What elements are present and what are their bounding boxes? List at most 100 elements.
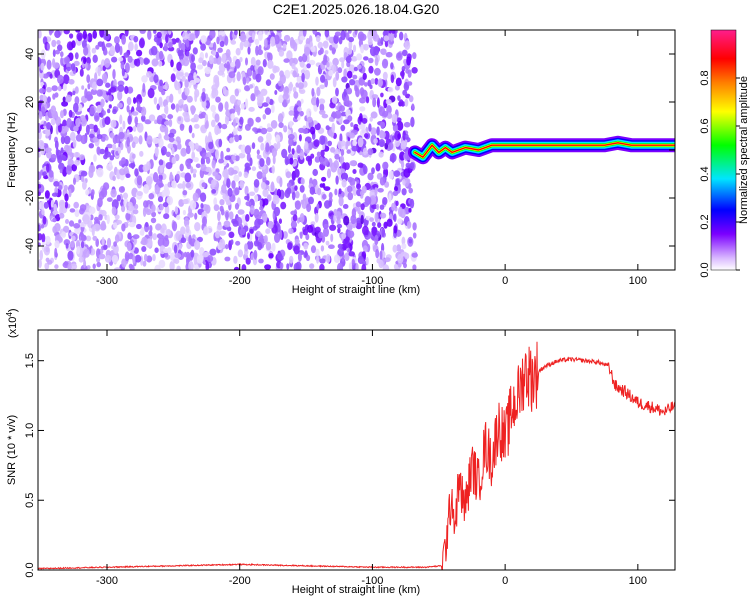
spectrogram-speckle <box>325 253 331 264</box>
spectrogram-speckle <box>292 214 298 222</box>
spectrogram-speckle <box>75 30 81 33</box>
spectrogram-speckle <box>63 135 71 145</box>
spectrogram-speckle <box>213 197 218 206</box>
spectrogram-speckle <box>215 96 221 103</box>
spectrogram-speckle <box>210 104 216 113</box>
spectrogram-speckle <box>255 116 261 123</box>
spectrogram-speckle <box>248 106 255 112</box>
spectrogram-speckle <box>254 85 259 96</box>
spectrogram-speckle <box>105 42 113 48</box>
spectrogram-speckle <box>349 79 356 86</box>
spectrogram-speckle <box>287 242 293 251</box>
spectrogram-speckle <box>173 244 178 254</box>
spectrogram-speckle <box>117 84 125 92</box>
spectrogram-speckle <box>310 245 317 254</box>
spectrogram-speckle <box>319 183 324 188</box>
spectrogram-speckle <box>376 258 382 264</box>
spectrogram-speckle <box>337 262 343 270</box>
spectrogram-speckle <box>182 198 189 205</box>
spectrogram-speckle <box>212 50 217 56</box>
spectrogram-speckle <box>182 75 186 82</box>
spectrogram-speckle <box>202 88 206 93</box>
spectrogram-speckle <box>147 88 155 99</box>
spectrogram-speckle <box>158 82 165 93</box>
spectrogram-speckle <box>55 116 61 126</box>
spectrogram-speckle <box>171 147 175 155</box>
spectrogram-speckle <box>296 144 301 154</box>
spectrogram-speckle <box>183 103 189 113</box>
spectrogram-speckle <box>377 78 383 88</box>
spectrogram-speckle <box>394 138 401 147</box>
spectrogram-speckle <box>348 36 355 43</box>
spectrogram-speckle <box>326 61 330 68</box>
spectrogram-speckle <box>265 96 271 104</box>
spectrogram-speckle <box>131 111 139 116</box>
spectrogram-speckle <box>401 243 407 250</box>
spectrogram-speckle <box>299 213 305 223</box>
spectrogram-speckle <box>194 142 199 150</box>
spectrogram-speckle <box>249 84 254 89</box>
spectrogram-speckle <box>238 171 243 178</box>
spectrogram-speckle <box>305 155 312 162</box>
spectrogram-speckle <box>323 54 328 62</box>
spectrogram-speckle <box>294 238 300 245</box>
spectrogram-speckle <box>52 226 57 234</box>
spectrogram-speckle <box>255 45 259 56</box>
spectrogram-speckle <box>278 94 284 104</box>
spectrogram-speckle <box>244 123 251 131</box>
spectrogram-speckle <box>176 214 181 220</box>
spectrogram-speckle <box>334 31 341 37</box>
spectrogram-speckle <box>245 201 252 207</box>
spectrogram-speckle <box>104 58 111 68</box>
spectrogram-speckle <box>224 35 229 46</box>
spectrogram-speckle <box>392 190 399 197</box>
spectrogram-speckle <box>121 223 126 232</box>
spectrogram-speckle <box>142 164 149 173</box>
spectrogram-speckle <box>335 71 340 81</box>
spectrogram-speckle <box>140 226 145 236</box>
spectrogram-speckle <box>194 93 198 102</box>
spectrogram-speckle <box>280 201 287 210</box>
spectrogram-speckle <box>209 248 217 256</box>
spectrogram-speckle <box>180 237 187 244</box>
spectrogram-x-label: Height of straight line (km) <box>292 284 420 296</box>
spectrogram-speckle <box>264 264 272 270</box>
spectrogram-speckle <box>283 86 290 95</box>
spectrogram-speckle <box>212 41 217 52</box>
spectrogram-speckle <box>297 177 302 184</box>
spectrogram-speckle <box>341 60 345 69</box>
spectrogram-speckle <box>386 218 393 227</box>
spectrogram-speckle <box>362 245 368 253</box>
spectrogram-speckle <box>193 255 197 265</box>
spectrogram-speckle <box>109 155 115 161</box>
spectrogram-speckle <box>341 178 347 188</box>
spectrogram-speckle <box>356 64 362 70</box>
spectrogram-speckle <box>395 77 402 87</box>
spectrogram-speckle <box>126 136 130 147</box>
spectrogram-speckle <box>266 156 271 166</box>
spectrogram-speckle <box>340 149 345 156</box>
spectrogram-speckle <box>73 60 80 66</box>
spectrogram-speckle <box>403 58 408 65</box>
spectrogram-speckle <box>46 163 50 173</box>
spectrogram-speckle <box>301 72 305 83</box>
spectrogram-speckle <box>344 162 350 171</box>
spectrogram-speckle <box>397 95 401 101</box>
spectrogram-speckle <box>368 65 374 74</box>
spectrogram-speckle <box>182 209 186 216</box>
spectrogram-speckle <box>395 178 400 186</box>
spectrogram-speckle <box>154 184 160 195</box>
spectrogram-speckle <box>179 123 185 131</box>
spectrogram-speckle <box>391 113 398 123</box>
spectrogram-speckle <box>294 168 300 178</box>
spectrogram-speckle <box>168 42 173 49</box>
spectrogram-speckle <box>191 142 195 153</box>
spectrogram-speckle <box>182 190 188 196</box>
spectrogram-speckle <box>345 94 350 105</box>
spectrogram-speckle <box>64 201 68 209</box>
spectrogram-speckle <box>145 208 152 216</box>
spectrogram-speckle <box>245 98 249 109</box>
spectrogram-speckle <box>162 202 169 208</box>
spectrogram-speckle <box>170 103 176 110</box>
